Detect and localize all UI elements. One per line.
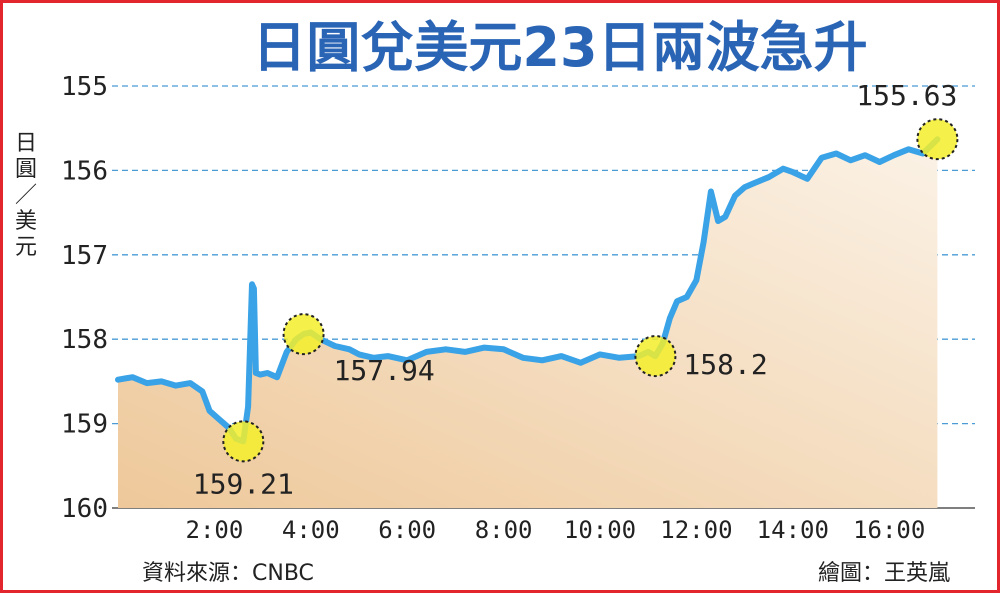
x-tick-label: 14:00 [757,516,829,544]
annotation-label: 155.63 [856,79,957,112]
highlight-circle [282,313,325,356]
highlight-circle [222,420,265,463]
credit-text: 繪圖：王英嵐 [818,561,950,586]
annotation-label: 158.2 [683,348,767,381]
x-tick-label: 16:00 [853,516,925,544]
y-tick-label: 157 [61,241,108,271]
annotation-label: 159.21 [193,467,294,500]
y-tick-labels: 155 156 157 158 159 160 [61,72,108,524]
x-tick-label: 6:00 [378,516,436,544]
area-fill [118,139,938,508]
highlight-circle [916,118,959,161]
x-tick-label: 2:00 [186,516,244,544]
y-axis-label-char: 圓 [15,157,37,182]
x-tick-label: 10:00 [564,516,636,544]
annotation-label: 157.94 [334,354,435,387]
y-tick-label: 155 [61,72,108,102]
annotations: 159.21 157.94 158.2 155.63 [193,79,959,500]
y-axis-label-char: 日 [15,131,37,156]
y-tick-label: 159 [61,410,108,440]
area-under-line [118,139,938,508]
x-tick-label: 12:00 [660,516,732,544]
y-axis-label-char: 元 [15,235,37,260]
chart-title: 日圓兌美元23日兩波急升 [252,16,867,79]
source-text: 資料來源：CNBC [142,561,314,586]
x-tick-label: 8:00 [475,516,533,544]
y-axis-label-char: ／ [15,183,37,208]
x-tick-label: 4:00 [282,516,340,544]
y-tick-label: 158 [61,325,108,355]
y-tick-label: 156 [61,156,108,186]
x-tick-labels: 2:00 4:00 6:00 8:00 10:00 12:00 14:00 16:00 [186,516,926,544]
y-axis-label: 日圓／美元 [15,131,37,260]
highlight-circle [634,335,677,378]
y-tick-label: 160 [61,494,108,524]
y-axis-label-char: 美 [15,209,37,234]
